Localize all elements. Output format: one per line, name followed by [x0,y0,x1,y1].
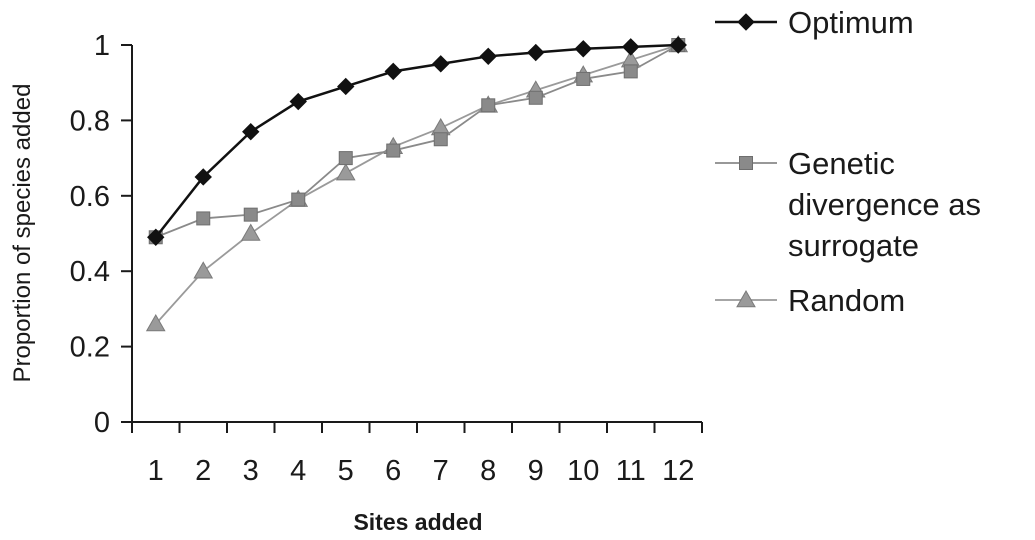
point-optimum [194,168,212,186]
point-genetic-divergence [291,192,306,207]
legend-item-optimum: Optimum [715,5,914,40]
point-random [145,313,166,332]
legend-marker [736,289,756,308]
y-axis-title: Proportion of species added [9,84,36,383]
x-tick-label: 1 [148,455,164,487]
point-genetic-divergence [386,143,401,158]
y-tick-label: 1 [94,30,110,62]
x-tick-label: 8 [480,455,496,487]
legend-label: Genetic [788,146,895,181]
point-optimum [289,92,307,111]
legend-item-random: Random [715,283,905,318]
point-genetic-divergence [576,71,591,86]
point-genetic-divergence [243,207,258,222]
x-tick-label: 4 [290,455,306,487]
legend-label: surrogate [788,228,919,263]
series-line-random [155,44,679,325]
y-tick-label: 0.4 [70,256,110,288]
x-tick-label: 11 [616,455,646,487]
point-random [240,223,261,241]
point-optimum [147,228,165,246]
x-tick-label: 7 [433,455,449,487]
point-optimum [432,55,450,73]
point-optimum [384,62,402,81]
x-tick-label: 12 [662,455,694,487]
point-optimum [622,38,640,56]
point-genetic-divergence [196,211,211,226]
point-optimum [242,123,260,141]
point-random [193,261,214,279]
x-axis-title: Sites added [353,509,482,535]
x-tick-label: 9 [528,455,544,487]
y-tick-label: 0.8 [70,105,110,137]
series-line-optimum [154,43,679,239]
point-genetic-divergence [528,90,543,105]
point-optimum [527,43,545,62]
x-tick-label: 3 [243,455,259,487]
series-random [145,34,689,332]
series-layer [145,34,689,332]
legend: Optimum Genetic divergence as surrogate Rand… [715,5,981,318]
y-tick-label: 0.2 [70,332,110,364]
point-optimum [479,47,497,66]
point-genetic-divergence [481,98,496,113]
point-genetic-divergence [623,64,638,79]
legend-label: Random [788,283,905,318]
point-random [335,163,356,181]
point-genetic-divergence [338,151,353,166]
x-tick-label: 5 [338,455,354,487]
legend-marker [739,156,753,170]
point-optimum [337,77,355,96]
point-optimum [574,40,592,58]
legend-item-genetic-divergence: Genetic divergence as surrogate [715,146,981,263]
x-tick-label: 6 [385,455,401,487]
legend-marker [737,13,755,31]
point-optimum [669,36,687,54]
y-tick-label: 0 [94,407,110,439]
axes: 00.20.40.60.811 2 3 4 5 6 7 8 9 10 11 12 [70,30,703,487]
y-tick-label: 0.6 [70,181,110,213]
series-line-genetic-divergence [155,44,679,239]
legend-label: divergence as [788,187,981,222]
legend-label: Optimum [788,5,914,40]
x-tick-label: 2 [195,455,211,487]
x-tick-label: 10 [567,455,599,487]
point-genetic-divergence [433,132,448,147]
series-optimum [147,36,687,246]
